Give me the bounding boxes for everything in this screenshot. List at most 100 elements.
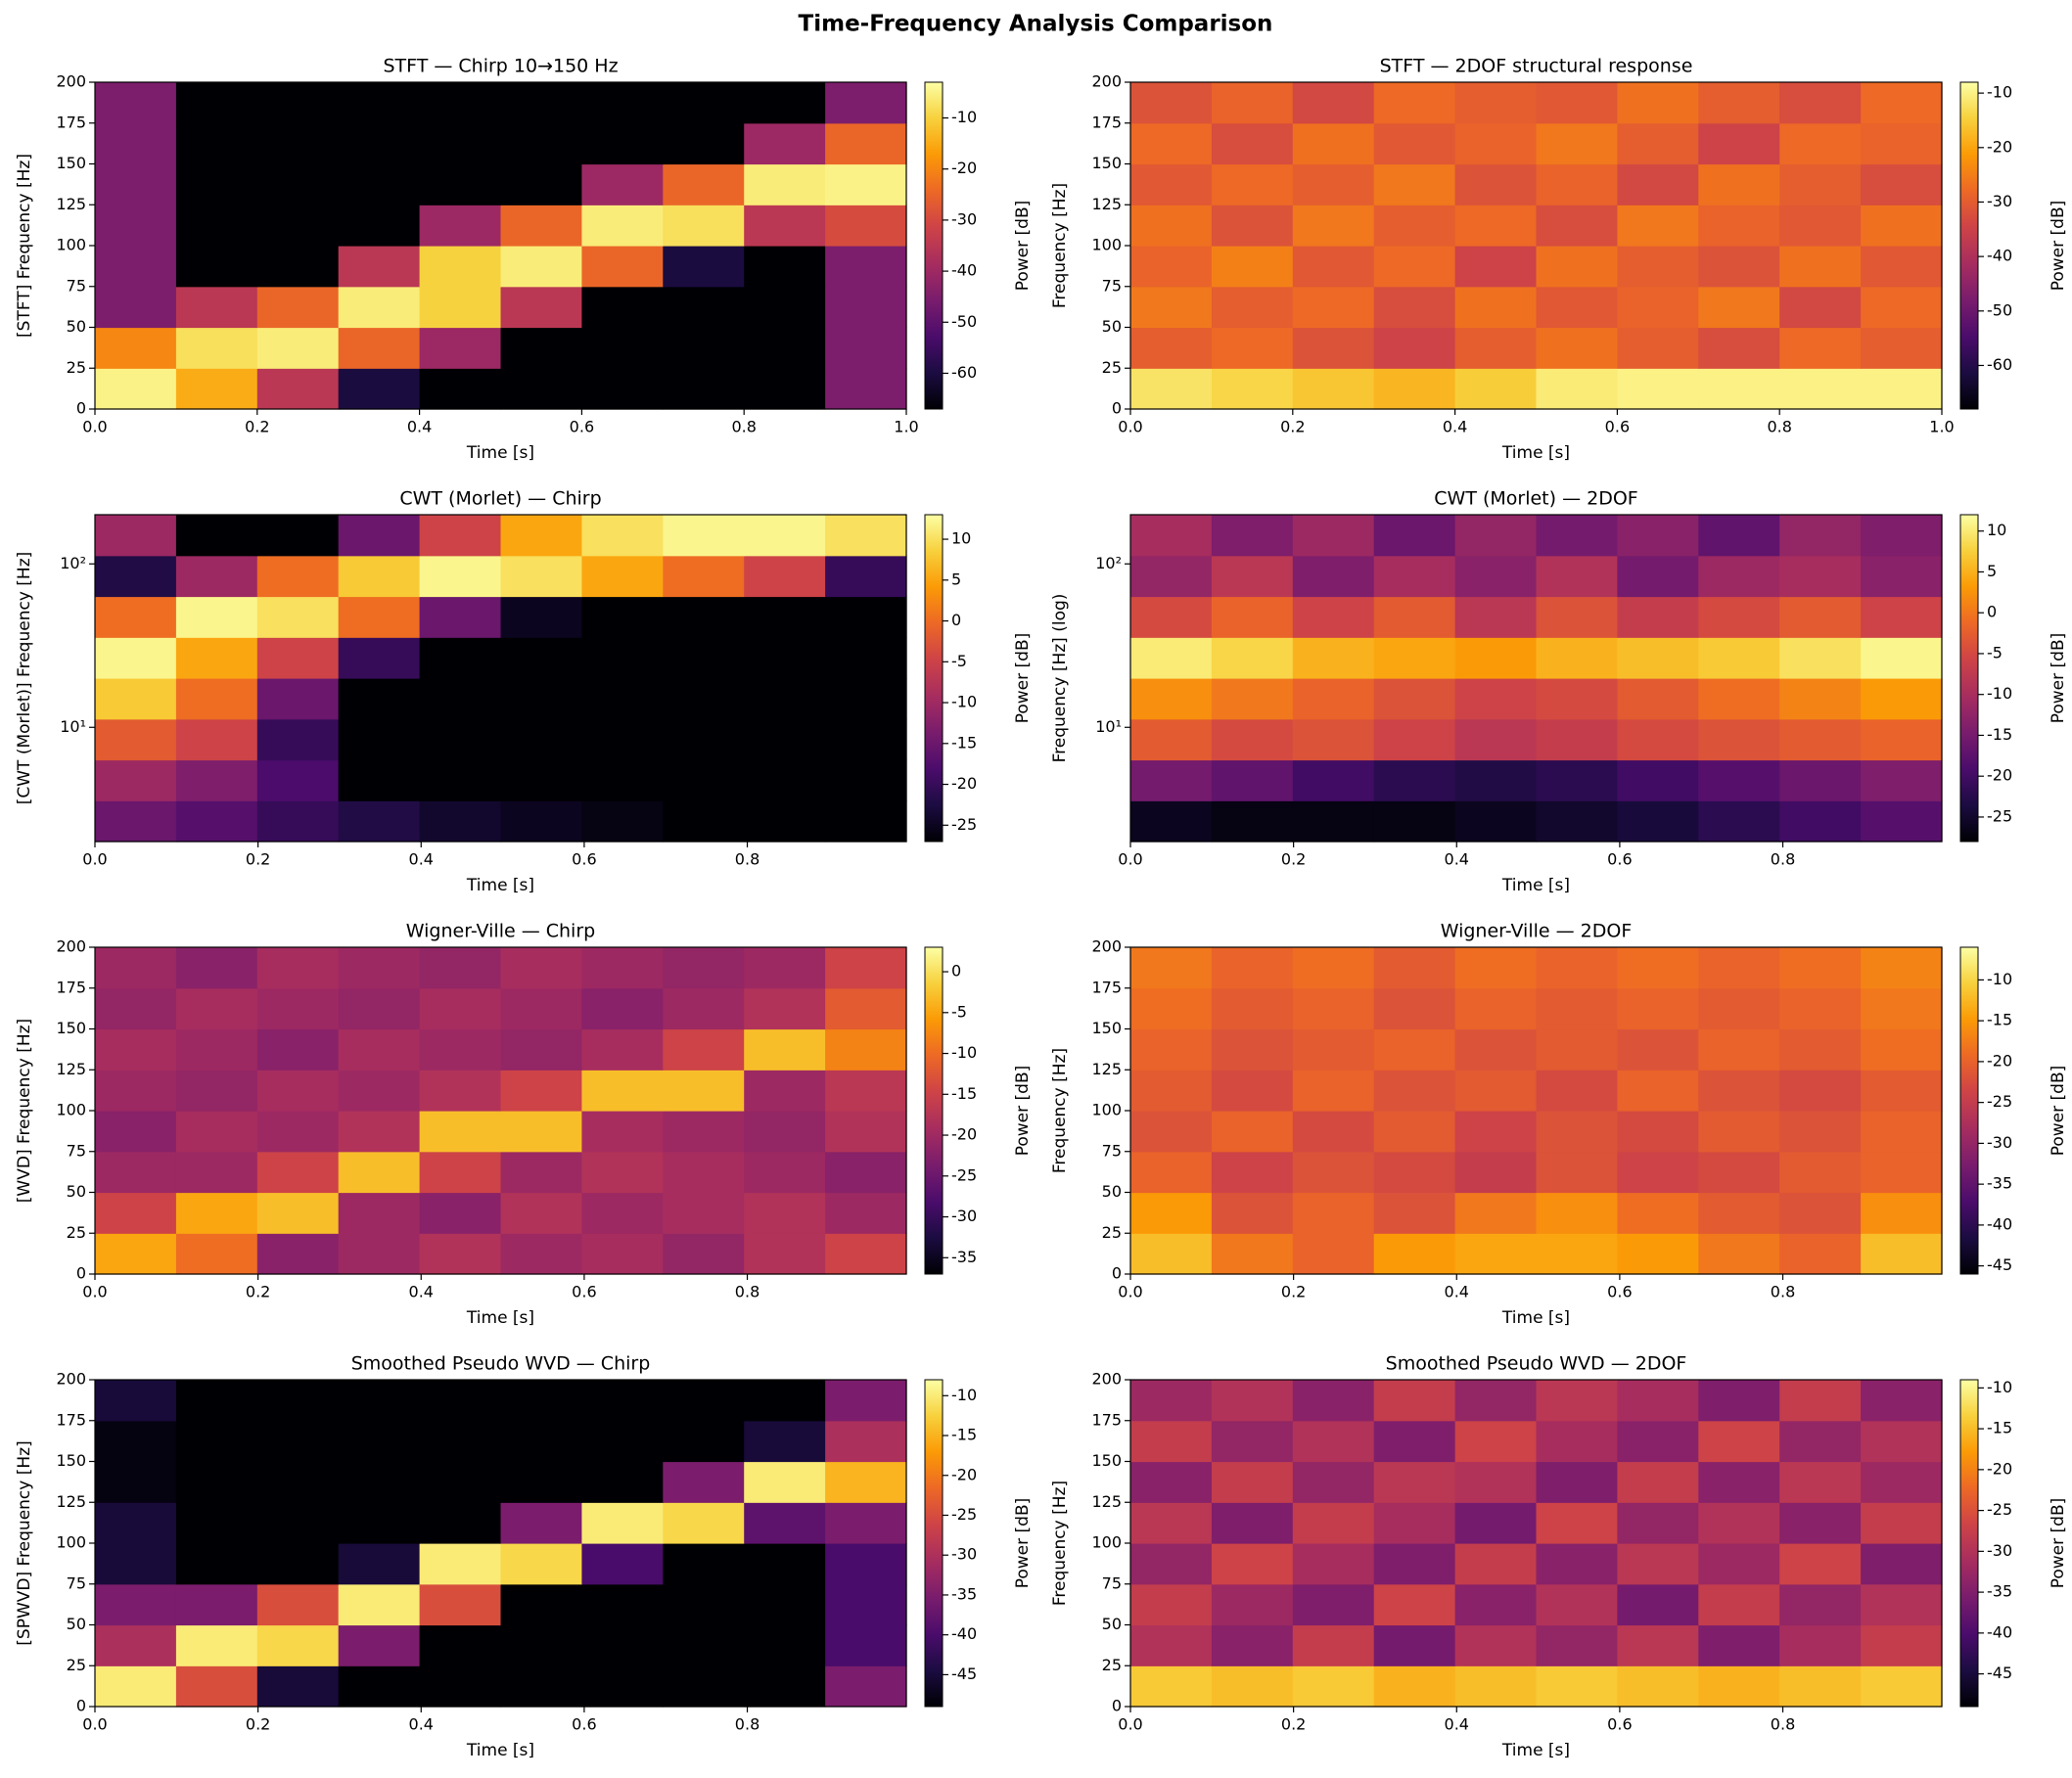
colorbar-tick-label: -20 [951, 1125, 977, 1144]
heatmap-cell [744, 1070, 826, 1112]
heatmap-cell [825, 163, 907, 205]
heatmap-cell [1779, 1233, 1862, 1275]
heatmap-cell [825, 82, 907, 124]
heatmap-cell [1211, 1151, 1294, 1194]
heatmap-cell [256, 1420, 340, 1463]
heatmap-cell [581, 555, 664, 598]
heatmap-cell [663, 596, 745, 638]
heatmap-cell [1617, 678, 1699, 720]
heatmap-cell [1861, 800, 1943, 843]
heatmap-cell [1130, 327, 1213, 369]
heatmap-cell [175, 987, 258, 1030]
heatmap-cell [1373, 1624, 1456, 1666]
heatmap-cell [1211, 368, 1294, 410]
heatmap-cell [1536, 678, 1618, 720]
heatmap-cell [256, 637, 340, 679]
y-tick-label: 125 [56, 1060, 86, 1078]
y-axis-label: Frequency [Hz] (log) [1050, 594, 1070, 763]
heatmap-cell [256, 163, 340, 205]
y-tick-label: 200 [1091, 1370, 1122, 1389]
heatmap-cell [1373, 759, 1456, 801]
heatmap-cell [419, 1461, 502, 1503]
heatmap-cell [825, 1502, 907, 1544]
x-tick-label: 0.6 [1605, 418, 1630, 436]
panel: CWT (Morlet) — 2DOF 0.0 0.2 0.4 0.6 0.8 10¹ 10²… [1050, 488, 2068, 896]
y-tick-label: 100 [56, 1101, 86, 1119]
heatmap-cell [175, 1111, 258, 1153]
colorbar-tick-label: -10 [951, 693, 977, 711]
heatmap-cell [1130, 1192, 1213, 1234]
heatmap-cell [95, 1028, 177, 1071]
heatmap-cell [1130, 1380, 1213, 1422]
heatmap-cell [1861, 1192, 1943, 1234]
heatmap-cell [500, 327, 582, 369]
heatmap-cell [1454, 82, 1538, 124]
heatmap-cell [1779, 678, 1862, 720]
heatmap-cell [95, 596, 177, 638]
colorbar-tick-label: -5 [951, 652, 967, 670]
heatmap-cell [1779, 1543, 1862, 1585]
heatmap-cell [95, 1192, 177, 1234]
heatmap-cell [1211, 800, 1294, 843]
heatmap-cell [1617, 1543, 1699, 1585]
heatmap-cell [1211, 718, 1294, 761]
x-tick-label: 0.8 [735, 1283, 760, 1301]
heatmap-cell [175, 759, 258, 801]
heatmap-cell [581, 947, 664, 989]
heatmap-cell [663, 1192, 745, 1234]
heatmap-cell [1454, 1111, 1538, 1153]
heatmap-cell [1861, 122, 1943, 165]
heatmap-cell [663, 1665, 745, 1708]
heatmap-cell [1698, 1380, 1780, 1422]
figure-title: Time-Frequency Analysis Comparison [799, 12, 1273, 37]
heatmap-cell [1861, 246, 1943, 288]
heatmap-cell [1454, 1543, 1538, 1585]
heatmap-cell [825, 1192, 907, 1234]
heatmap-cell [1454, 947, 1538, 989]
heatmap-cell [825, 1111, 907, 1153]
heatmap-cell [500, 947, 582, 989]
panel-title: CWT (Morlet) — 2DOF [1434, 488, 1637, 510]
heatmap-cell [744, 286, 826, 329]
heatmap-cell [1779, 800, 1862, 843]
heatmap-cell [1211, 327, 1294, 369]
y-tick-label: 25 [1102, 1223, 1122, 1242]
heatmap-cell [663, 515, 745, 557]
heatmap-cell [338, 1624, 421, 1666]
heatmap-cell [256, 1583, 340, 1626]
heatmap-cell [175, 327, 258, 369]
heatmap-cell [1536, 596, 1618, 638]
heatmap-cell [825, 987, 907, 1030]
heatmap-cell [1779, 1420, 1862, 1463]
heatmap-cell [1698, 637, 1780, 679]
heatmap-cell [95, 1665, 177, 1708]
heatmap-cell [419, 1583, 502, 1626]
heatmap-cell [419, 246, 502, 288]
heatmap-cell [1130, 368, 1213, 410]
heatmap-cell [1617, 327, 1699, 369]
y-tick-label: 200 [56, 1370, 86, 1389]
heatmap-cell [1861, 286, 1943, 329]
colorbar-tick-label: -10 [951, 108, 977, 126]
heatmap-cell [1617, 1151, 1699, 1194]
heatmap-cell [744, 637, 826, 679]
heatmap-cell [1617, 1502, 1699, 1544]
heatmap-cell [500, 1151, 582, 1194]
heatmap-cell [1861, 1233, 1943, 1275]
colorbar-tick-label: -10 [1987, 83, 2012, 102]
heatmap-cell [1211, 1624, 1294, 1666]
heatmap-cell [500, 555, 582, 598]
heatmap-cell [1454, 163, 1538, 205]
x-tick-label: 0.2 [1281, 1283, 1306, 1301]
heatmap-cell [175, 1192, 258, 1234]
x-tick-label: 0.6 [1607, 850, 1632, 869]
heatmap-cell [1130, 1665, 1213, 1708]
heatmap-cell [825, 678, 907, 720]
heatmap-cell [1211, 163, 1294, 205]
heatmap-cell [1779, 1070, 1862, 1112]
heatmap-cell [1373, 947, 1456, 989]
colorbar-tick-label: -40 [951, 1624, 977, 1643]
colorbar [1959, 81, 1979, 410]
heatmap-cell [419, 122, 502, 165]
heatmap-cell [663, 327, 745, 369]
